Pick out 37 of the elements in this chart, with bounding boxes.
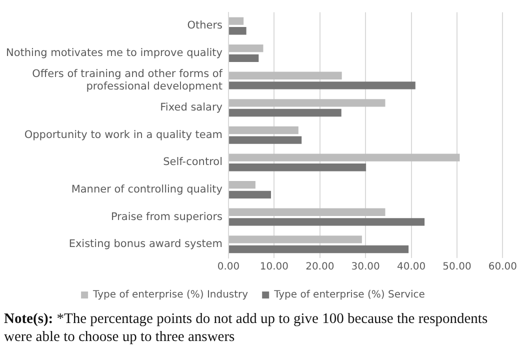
text: Note(s): *The percentage points do not add up to give 100 because the respondents were able to choose up to three answers	[4, 310, 489, 346]
x-tick-label: 20.00	[306, 262, 334, 273]
y-tick-label: Offers of training and other forms of professional development	[32, 68, 223, 93]
bar	[229, 82, 416, 90]
bar	[229, 126, 298, 134]
x-tick-label: 10.00	[260, 262, 289, 273]
legend-label: Type of enterprise (%) Service	[273, 290, 425, 301]
bar	[229, 136, 302, 144]
x-tick-label: 60.00	[488, 262, 518, 273]
x-tick-label: 0.00	[217, 262, 240, 273]
y-tick-label: Nothing motivates me to improve quality	[6, 46, 222, 59]
bar	[229, 208, 386, 216]
y-tick-label: Manner of controlling quality	[71, 183, 222, 196]
bar	[229, 245, 409, 254]
bar	[229, 54, 259, 62]
x-tick-label: 40.00	[396, 262, 426, 273]
bar	[229, 27, 246, 35]
bar	[229, 44, 264, 52]
x-tick-label: 30.00	[351, 262, 380, 273]
y-tick-label: Others	[187, 20, 222, 32]
bar	[229, 72, 342, 80]
x-tick-label: 50.00	[442, 262, 472, 273]
bar	[229, 17, 244, 25]
y-tick-label: Fixed salary	[160, 102, 222, 114]
legend-label: Type of enterprise (%) Industry	[92, 290, 248, 301]
bar	[229, 218, 425, 226]
bar	[229, 181, 256, 189]
bar	[229, 154, 460, 162]
bar	[229, 190, 271, 198]
y-tick-label: Existing bonus award system	[68, 238, 222, 250]
bar	[229, 108, 342, 117]
bar	[229, 164, 366, 172]
y-tick-label: Opportunity to work in a quality team	[24, 128, 222, 141]
y-tick-label: Praise from superiors	[110, 210, 222, 223]
bar	[229, 236, 362, 244]
y-tick-label: Self-control	[163, 156, 222, 168]
bar	[229, 99, 386, 107]
